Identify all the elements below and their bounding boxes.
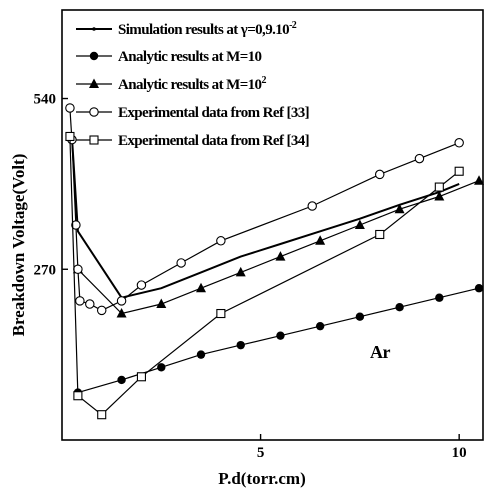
data-point [75,296,85,306]
y-tick-label: 540 [34,92,57,108]
legend: Simulation results at γ=0,9.10-2 Analytic… [76,20,310,149]
data-point [374,169,385,180]
legend-marker [89,135,99,145]
legend-item: Experimental data from Ref [34] [76,133,310,149]
data-point [434,182,444,192]
data-point [136,280,147,290]
data-point [116,308,127,318]
data-point [65,131,75,142]
series-line [69,136,460,416]
data-point [434,191,445,201]
legend-item: Analytic results at M=10 [76,49,262,65]
data-point [136,372,146,382]
data-point [116,296,127,306]
y-tick-label: 270 [34,262,57,278]
data-point [216,236,226,246]
data-point [307,201,317,211]
data-point [96,305,107,316]
legend-marker [92,27,96,31]
data-point [395,303,404,312]
series-4 [65,103,464,316]
data-point [454,166,464,176]
data-point [236,340,245,350]
data-point [315,321,325,331]
legend-label: Simulation results at γ=0,9.10-2 [118,20,297,38]
y-axis-label: Breakdown Voltage(Volt) [9,154,28,337]
legend-item: Simulation results at γ=0,9.10-2 [76,20,297,38]
series-layer [65,103,485,420]
data-point [474,284,484,293]
data-point [196,350,206,359]
series-5 [65,131,464,420]
series-line [70,136,460,299]
plot-frame [61,9,484,441]
data-point [414,153,425,164]
data-point [375,229,385,240]
data-point [65,103,75,113]
data-point [275,251,286,261]
legend-label: Experimental data from Ref [34] [118,133,309,149]
data-point [157,363,166,372]
legend-marker [89,107,99,117]
data-point [216,308,226,319]
data-point [73,391,83,401]
data-point [71,220,81,230]
legend-label: Analytic results at M=102 [118,75,266,93]
x-tick-label: 10 [452,445,467,461]
data-point [276,331,285,340]
series-1 [70,136,460,299]
data-point [73,264,83,275]
legend-label: Analytic results at M=10 [118,49,262,65]
data-point [156,298,167,309]
data-point [97,410,107,420]
data-point [196,282,207,293]
legend-label-superscript: 2 [261,75,266,86]
data-point [355,312,365,321]
data-point [474,175,485,185]
legend-item: Experimental data from Ref [33] [76,105,310,121]
legend-label: Experimental data from Ref [33] [118,105,309,121]
ticks-layer: 5 10 270 540 [34,92,467,461]
data-point [315,235,326,245]
data-point [235,266,246,277]
data-point [176,258,186,268]
legend-marker [89,78,99,88]
data-point [117,375,126,385]
data-point [85,299,95,309]
legend-marker [89,51,99,61]
data-point [435,293,444,302]
data-point [394,203,405,214]
data-point [354,219,365,229]
series-2 [73,284,484,397]
plot-area-border [61,9,484,441]
legend-item: Analytic results at M=102 [76,75,267,93]
legend-label-superscript: -2 [289,20,297,31]
x-tick-label: 5 [257,445,265,461]
data-point [454,138,464,148]
x-axis-label: P.d(torr.cm) [218,469,306,488]
ar-annotation: Ar [370,342,390,362]
